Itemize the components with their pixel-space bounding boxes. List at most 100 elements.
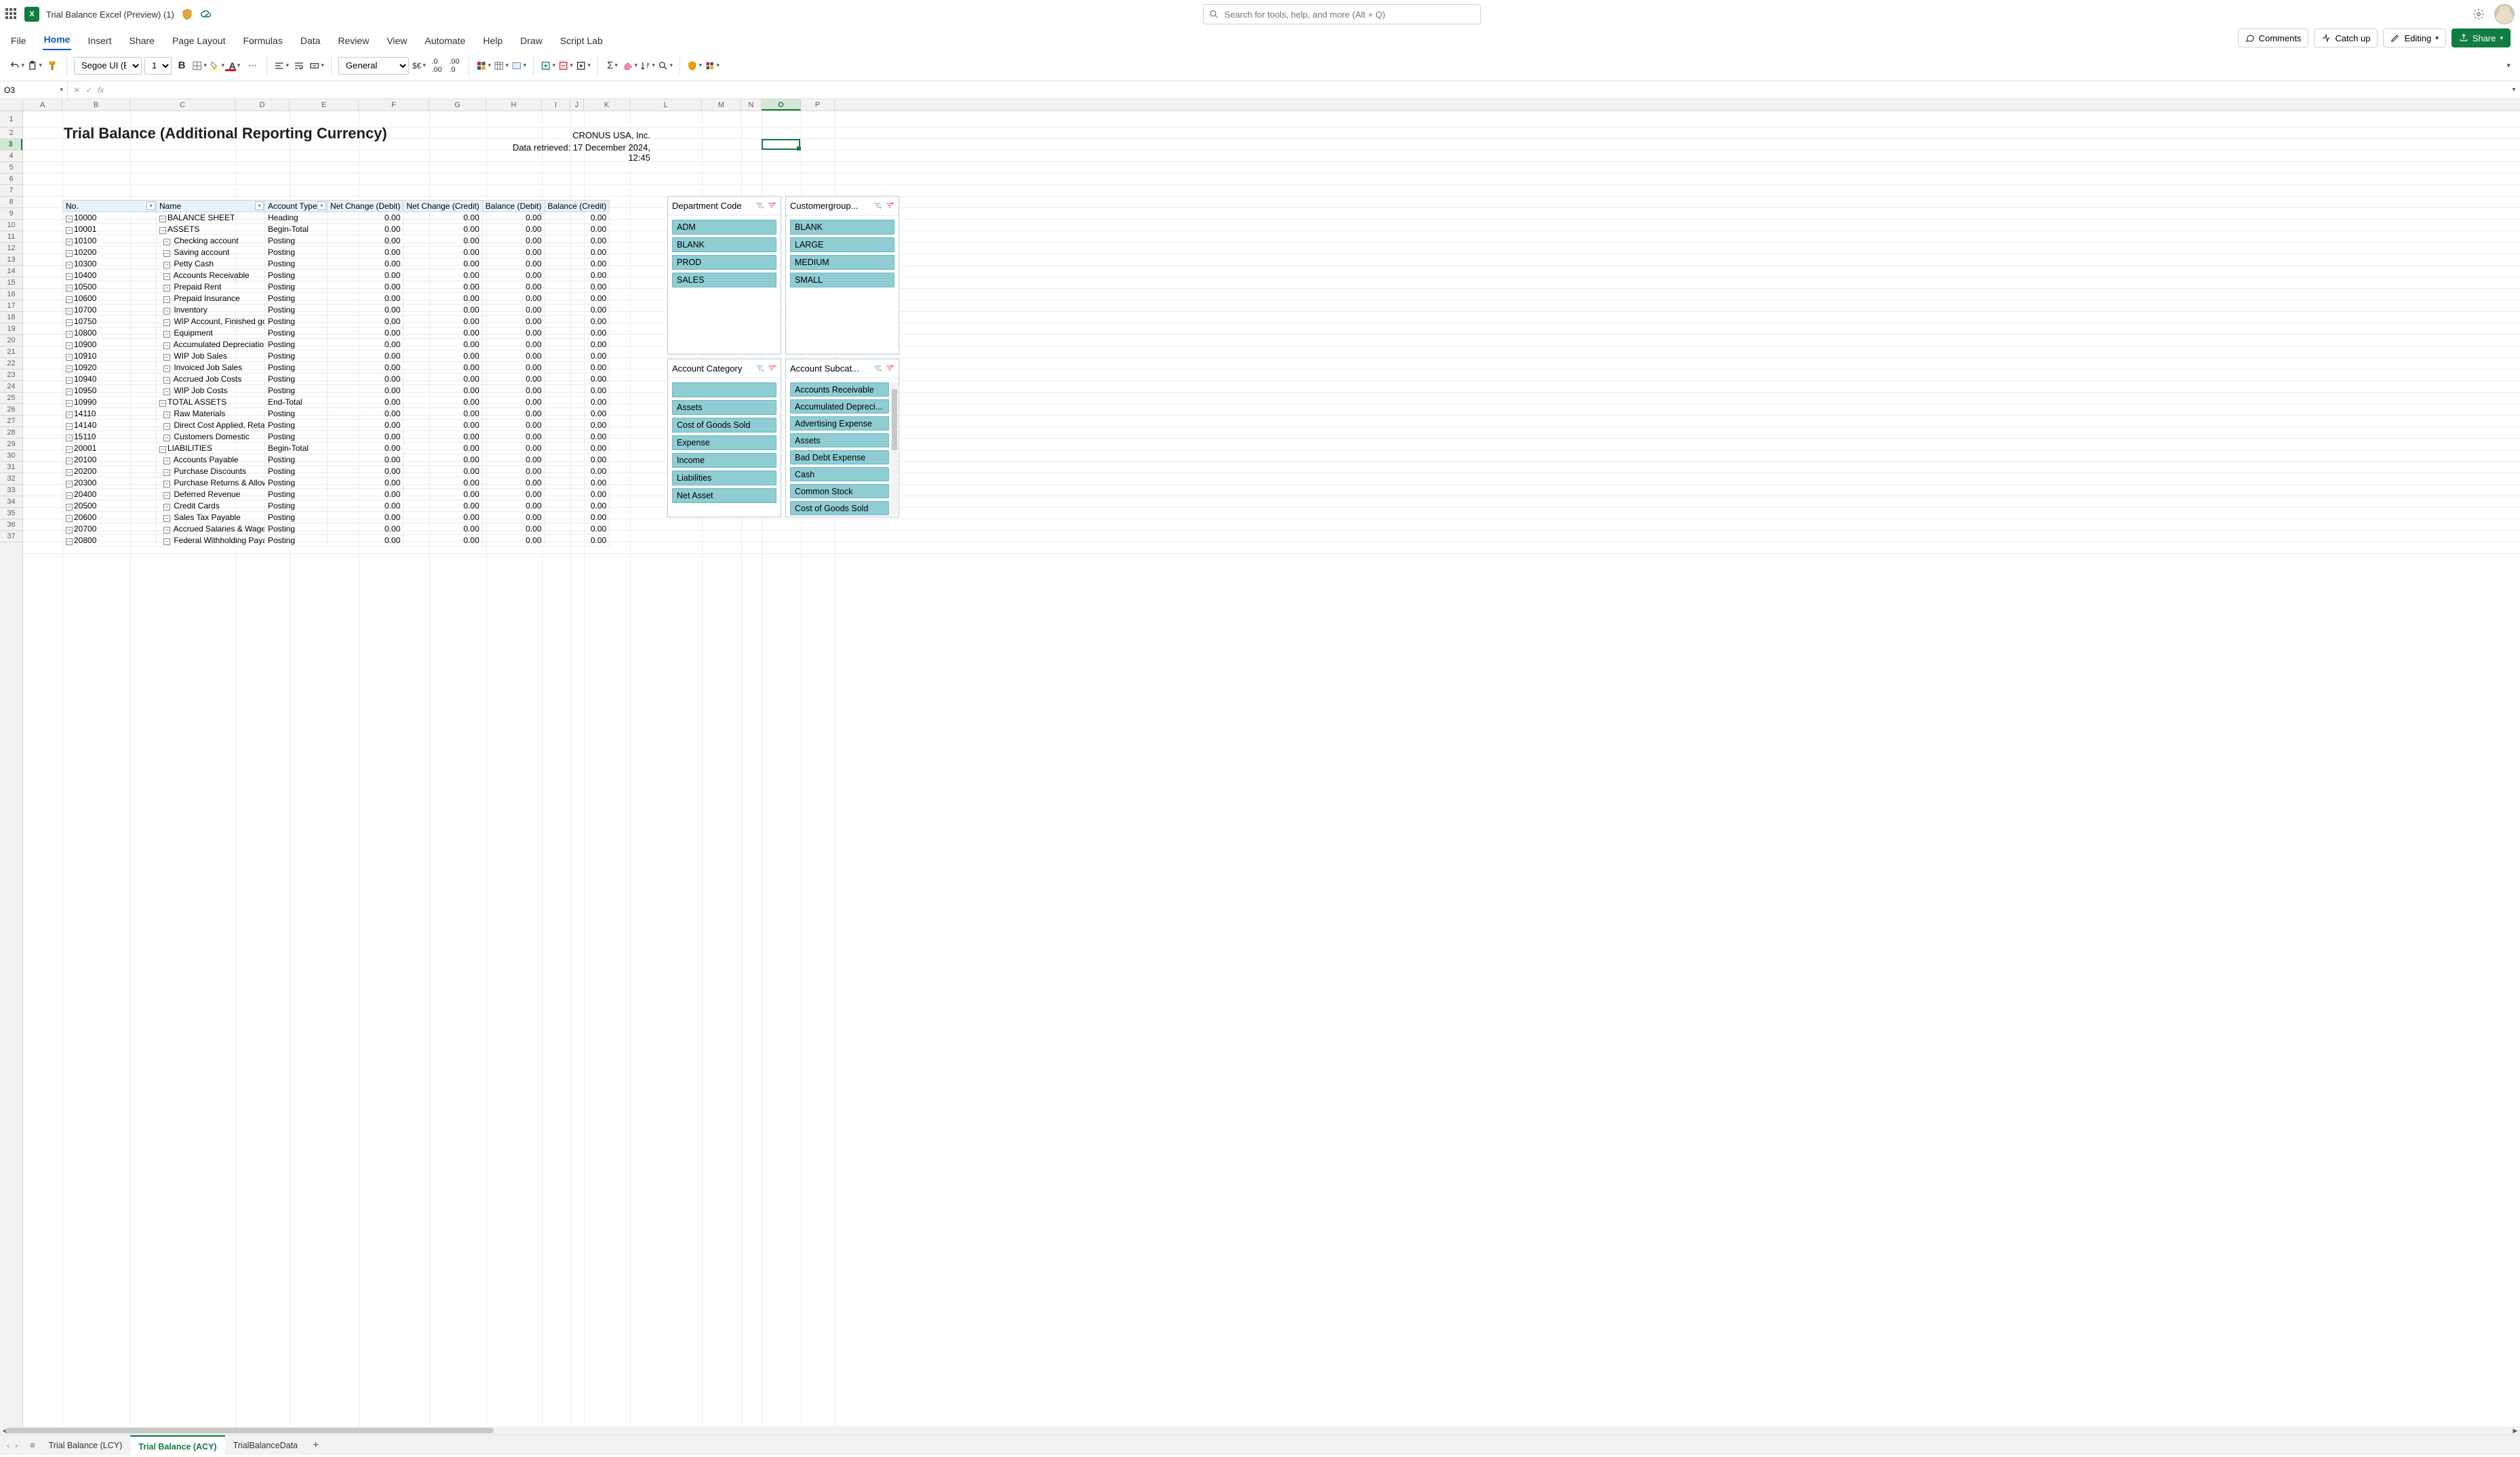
font-size-select[interactable]: 10 bbox=[144, 57, 172, 75]
col-header-J[interactable]: J bbox=[570, 99, 584, 111]
row-header-25[interactable]: 25 bbox=[0, 393, 22, 404]
cell-styles-button[interactable] bbox=[511, 58, 526, 73]
col-header-K[interactable]: K bbox=[584, 99, 630, 111]
outline-toggle-icon[interactable]: − bbox=[66, 492, 73, 499]
table-row[interactable]: −10950− WIP Job CostsPosting0.000.000.00… bbox=[63, 385, 610, 397]
font-color-button[interactable]: A bbox=[227, 58, 242, 73]
slicer-item[interactable]: Cost of Goods Sold bbox=[790, 501, 889, 515]
conditional-format-button[interactable] bbox=[476, 58, 491, 73]
outline-toggle-icon[interactable]: − bbox=[163, 492, 170, 499]
col-header-I[interactable]: I bbox=[542, 99, 570, 111]
outline-toggle-icon[interactable]: − bbox=[159, 446, 166, 453]
table-header[interactable]: Balance (Debit) bbox=[482, 201, 545, 212]
align-button[interactable] bbox=[274, 58, 289, 73]
outline-toggle-icon[interactable]: − bbox=[66, 342, 73, 349]
bold-button[interactable]: B bbox=[174, 58, 189, 73]
row-header-12[interactable]: 12 bbox=[0, 243, 22, 254]
row-header-7[interactable]: 7 bbox=[0, 185, 22, 197]
slicer-item[interactable]: Bad Debt Expense bbox=[790, 450, 889, 464]
cloud-sync-icon[interactable] bbox=[200, 8, 212, 20]
ribbon-expand-icon[interactable]: ▾ bbox=[2506, 61, 2511, 70]
filter-icon[interactable]: ▾ bbox=[255, 201, 264, 210]
outline-toggle-icon[interactable]: − bbox=[159, 400, 166, 407]
slicer-item[interactable]: SALES bbox=[672, 273, 776, 287]
menu-tab-insert[interactable]: Insert bbox=[86, 35, 113, 50]
sensitivity-icon[interactable] bbox=[181, 8, 193, 20]
row-header-15[interactable]: 15 bbox=[0, 277, 22, 289]
currency-button[interactable]: $€ bbox=[412, 58, 427, 73]
borders-button[interactable] bbox=[192, 58, 207, 73]
outline-toggle-icon[interactable]: − bbox=[66, 515, 73, 522]
row-header-33[interactable]: 33 bbox=[0, 485, 22, 496]
outline-toggle-icon[interactable]: − bbox=[66, 273, 73, 280]
copilot-button[interactable] bbox=[722, 58, 737, 73]
row-header-27[interactable]: 27 bbox=[0, 416, 22, 427]
outline-toggle-icon[interactable]: − bbox=[163, 365, 170, 372]
outline-toggle-icon[interactable]: − bbox=[66, 504, 73, 511]
accept-formula-icon[interactable]: ✓ bbox=[85, 85, 92, 95]
settings-icon[interactable] bbox=[2473, 8, 2485, 20]
table-row[interactable]: −20300− Purchase Returns & AllowarPostin… bbox=[63, 477, 610, 489]
outline-toggle-icon[interactable]: − bbox=[66, 377, 73, 384]
col-header-E[interactable]: E bbox=[290, 99, 359, 111]
outline-toggle-icon[interactable]: − bbox=[163, 538, 170, 545]
filter-icon[interactable]: ▾ bbox=[317, 201, 326, 210]
menu-tab-help[interactable]: Help bbox=[481, 35, 504, 50]
row-header-24[interactable]: 24 bbox=[0, 381, 22, 393]
outline-toggle-icon[interactable]: − bbox=[66, 388, 73, 395]
table-row[interactable]: −20200− Purchase DiscountsPosting0.000.0… bbox=[63, 466, 610, 477]
menu-tab-share[interactable]: Share bbox=[127, 35, 155, 50]
slicer-item[interactable]: LARGE bbox=[790, 237, 894, 252]
merge-button[interactable] bbox=[309, 58, 324, 73]
row-header-37[interactable]: 37 bbox=[0, 531, 22, 542]
row-header-36[interactable]: 36 bbox=[0, 519, 22, 531]
cancel-formula-icon[interactable]: ✕ bbox=[73, 85, 80, 95]
slicer-item[interactable] bbox=[672, 382, 776, 397]
table-row[interactable]: −10750− WIP Account, Finished goodPostin… bbox=[63, 316, 610, 327]
slicer-item[interactable]: Income bbox=[672, 453, 776, 468]
slicer-item[interactable]: Common Stock bbox=[790, 484, 889, 498]
row-header-21[interactable]: 21 bbox=[0, 346, 22, 358]
row-header-16[interactable]: 16 bbox=[0, 289, 22, 300]
slicer-item[interactable]: Cash bbox=[790, 467, 889, 481]
slicer-item[interactable]: BLANK bbox=[672, 237, 776, 252]
outline-toggle-icon[interactable]: − bbox=[66, 250, 73, 257]
menu-tab-home[interactable]: Home bbox=[43, 34, 72, 50]
row-header-30[interactable]: 30 bbox=[0, 450, 22, 462]
copilot-floating-icon[interactable] bbox=[932, 126, 947, 141]
clear-filter-icon[interactable] bbox=[767, 201, 776, 211]
outline-toggle-icon[interactable]: − bbox=[163, 469, 170, 476]
outline-toggle-icon[interactable]: − bbox=[66, 423, 73, 430]
format-cells-button[interactable] bbox=[576, 58, 591, 73]
outline-toggle-icon[interactable]: − bbox=[163, 458, 170, 464]
active-cell[interactable] bbox=[762, 139, 800, 150]
outline-toggle-icon[interactable]: − bbox=[66, 446, 73, 453]
editing-mode-button[interactable]: Editing ▾ bbox=[2383, 28, 2445, 47]
fill-handle[interactable] bbox=[797, 146, 801, 151]
formula-expand-icon[interactable]: ▾ bbox=[2508, 86, 2520, 94]
outline-toggle-icon[interactable]: − bbox=[66, 331, 73, 338]
table-row[interactable]: −14110− Raw MaterialsPosting0.000.000.00… bbox=[63, 408, 610, 420]
slicer-scrollbar[interactable] bbox=[891, 382, 898, 515]
outline-toggle-icon[interactable]: − bbox=[66, 216, 73, 222]
format-painter-button[interactable] bbox=[45, 58, 60, 73]
outline-toggle-icon[interactable]: − bbox=[163, 377, 170, 384]
outline-toggle-icon[interactable]: − bbox=[159, 216, 166, 222]
format-table-button[interactable] bbox=[494, 58, 509, 73]
outline-toggle-icon[interactable]: − bbox=[163, 250, 170, 257]
row-header-5[interactable]: 5 bbox=[0, 162, 22, 174]
table-row[interactable]: −20700− Accrued Salaries & WagesPosting0… bbox=[63, 523, 610, 535]
number-format-select[interactable]: General bbox=[338, 57, 409, 75]
col-header-N[interactable]: N bbox=[741, 99, 762, 111]
clear-filter-icon[interactable] bbox=[885, 364, 894, 374]
multi-select-icon[interactable] bbox=[755, 201, 764, 211]
outline-toggle-icon[interactable]: − bbox=[66, 400, 73, 407]
row-header-23[interactable]: 23 bbox=[0, 370, 22, 381]
row-header-35[interactable]: 35 bbox=[0, 508, 22, 519]
row-header-11[interactable]: 11 bbox=[0, 231, 22, 243]
fill-color-button[interactable] bbox=[210, 58, 224, 73]
name-box[interactable]: O3 ▾ bbox=[0, 81, 68, 98]
outline-toggle-icon[interactable]: − bbox=[66, 239, 73, 245]
clear-filter-icon[interactable] bbox=[767, 364, 776, 374]
slicer[interactable]: Account Subcat...Accounts ReceivableAccu… bbox=[785, 359, 899, 517]
